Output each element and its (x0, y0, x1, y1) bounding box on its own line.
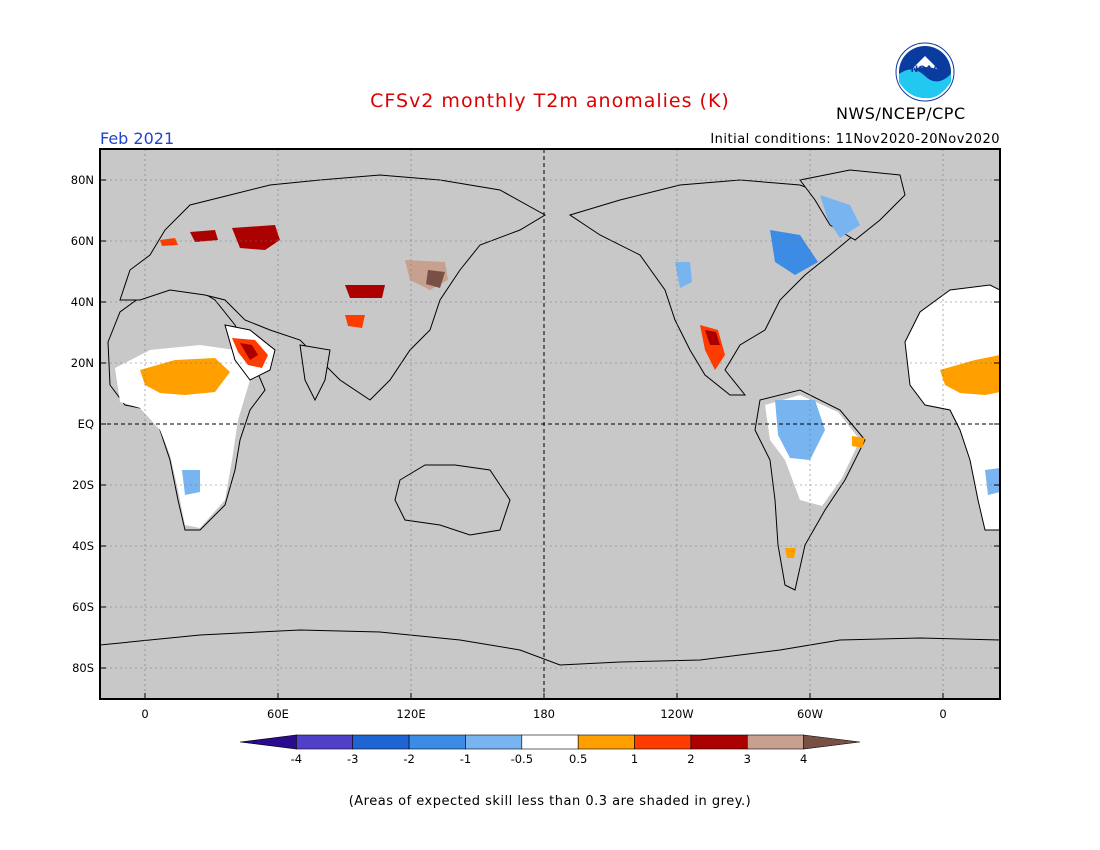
colorbar-tick-label: -1 (459, 752, 472, 766)
lat-label: EQ (77, 417, 94, 431)
anomaly-arabia-core (240, 343, 258, 360)
lon-label: 180 (533, 707, 555, 721)
latitude-gridlines (100, 179, 1000, 669)
colorbar-segment (634, 734, 692, 750)
colorbar-segment (408, 734, 466, 750)
lat-label: 80N (70, 173, 94, 187)
colorbar-segment (690, 734, 748, 750)
africa-white-zone (115, 345, 250, 528)
anomaly-mexico-core (705, 330, 720, 345)
anomaly-southern-africa-repeat (985, 468, 1000, 495)
colorbar-tick-label: -0.5 (510, 752, 534, 766)
lon-label: 60W (796, 707, 823, 721)
greenland-outline (799, 169, 906, 241)
anomaly-mongolia-core (426, 270, 445, 288)
lon-label: 120W (660, 707, 694, 721)
colorbar-tick-label: 1 (630, 752, 639, 766)
colorbar-tick-label: 2 (687, 752, 695, 766)
anomaly-mexico (700, 325, 725, 370)
colorbar-tick-label: -2 (403, 752, 415, 766)
anomaly-southern-africa (182, 470, 200, 495)
colorbar-segment (239, 734, 297, 750)
colorbar-tick-label: -3 (346, 752, 359, 766)
lat-label: 40N (70, 295, 94, 309)
lon-label: 120E (396, 707, 426, 721)
svg-text:NOAA: NOAA (911, 65, 940, 75)
agency-label: NWS/NCEP/CPC (836, 104, 966, 123)
skill-note: (Areas of expected skill less than 0.3 a… (348, 794, 752, 809)
axis-ticks (100, 179, 1000, 699)
colorbar-tick-label: 4 (799, 752, 808, 766)
lat-label: 40S (72, 539, 94, 553)
lon-label: 0 (939, 707, 947, 721)
africa-repeat-outline (904, 284, 1000, 531)
anomaly-amazon (775, 400, 825, 460)
anomaly-patagonia (785, 548, 796, 558)
colorbar-tick-label: -4 (290, 752, 303, 766)
anomaly-tibet (345, 315, 365, 328)
colorbar (239, 734, 861, 750)
anomaly-scandinavia (190, 230, 218, 242)
colorbar-segment (296, 734, 354, 750)
anomaly-northwest-na (675, 262, 692, 288)
forecast-month: Feb 2021 (100, 129, 175, 148)
map-title: CFSv2 monthly T2m anomalies (K) (370, 90, 730, 112)
initial-conditions: Initial conditions: 11Nov2020-20Nov2020 (710, 132, 1000, 147)
anomaly-western-russia (232, 225, 280, 250)
colorbar-segment (521, 734, 579, 750)
colorbar-segment (465, 734, 523, 750)
colorbar-tick-label: 0.5 (569, 752, 588, 766)
lon-label: 0 (141, 707, 149, 721)
land-layer (100, 169, 1000, 699)
colorbar-segment (803, 734, 861, 750)
antarctica-outline (100, 629, 1000, 699)
colorbar-segment (352, 734, 410, 750)
colorbar-segment (577, 734, 635, 750)
colorbar-segment (746, 734, 804, 750)
lon-label: 60E (267, 707, 289, 721)
australia-outline (394, 464, 511, 536)
anomaly-northern-europe (160, 238, 178, 246)
india-outline (299, 344, 331, 402)
noaa-logo-icon: NOAA (895, 42, 955, 102)
lat-label: 60S (72, 600, 94, 614)
anomaly-brazil-east (852, 436, 865, 448)
anomaly-sahel-repeat (940, 355, 1000, 395)
anomaly-central-asia (345, 285, 385, 298)
lat-label: 20S (72, 478, 94, 492)
eurasia-outline (119, 174, 546, 401)
lat-label: 80S (72, 661, 94, 675)
anomaly-sahel (140, 358, 230, 395)
lat-label: 60N (70, 234, 94, 248)
colorbar-tick-label: 3 (743, 752, 751, 766)
anomaly-greenland (820, 195, 860, 238)
lat-label: 20N (70, 356, 94, 370)
